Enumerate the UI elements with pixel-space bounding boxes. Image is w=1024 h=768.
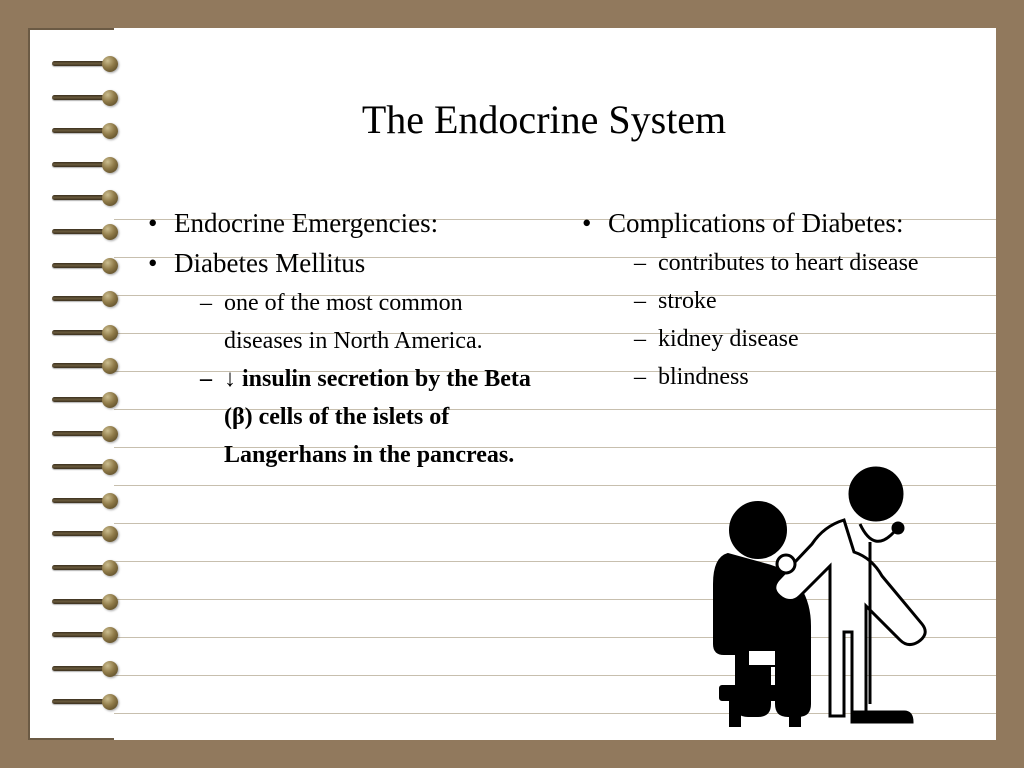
bullet-diabetes-mellitus: Diabetes Mellitus one of the most common… xyxy=(148,244,546,474)
bullet-text: Endocrine Emergencies: xyxy=(174,208,438,238)
binding-ring xyxy=(48,552,128,584)
sub-bullet-text: blindness xyxy=(658,364,749,390)
binding-ring xyxy=(48,586,128,618)
bullet-complications: Complications of Diabetes: contributes t… xyxy=(582,204,980,396)
binding-ring xyxy=(48,317,128,349)
right-column: Complications of Diabetes: contributes t… xyxy=(582,204,980,476)
sub-bullet: kidney disease xyxy=(634,320,980,358)
binding-ring xyxy=(48,250,128,282)
bullet-endocrine-emergencies: Endocrine Emergencies: xyxy=(148,204,546,242)
binding-ring xyxy=(48,485,128,517)
binding-ring xyxy=(48,418,128,450)
binding-ring xyxy=(48,619,128,651)
binding-ring xyxy=(48,451,128,483)
binding-ring xyxy=(48,384,128,416)
binding-ring xyxy=(48,518,128,550)
binding-ring xyxy=(48,283,128,315)
sub-bullet: stroke xyxy=(634,282,980,320)
binding-ring xyxy=(48,653,128,685)
binding-ring xyxy=(48,216,128,248)
spiral-binding xyxy=(48,48,128,720)
binding-ring xyxy=(48,149,128,181)
binding-ring xyxy=(48,350,128,382)
sub-bullet-text: stroke xyxy=(658,288,717,314)
binding-ring xyxy=(48,48,128,80)
slide-title: The Endocrine System xyxy=(114,96,974,143)
sub-bullet: ↓ insulin secretion by the Beta (β) cell… xyxy=(200,360,546,474)
left-column: Endocrine Emergencies: Diabetes Mellitus… xyxy=(148,204,546,476)
bullet-text: Diabetes Mellitus xyxy=(174,248,365,278)
binding-ring xyxy=(48,182,128,214)
sub-bullet-text: contributes to heart disease xyxy=(658,250,919,276)
binding-ring xyxy=(48,686,128,718)
sub-bullet: blindness xyxy=(634,358,980,396)
sub-bullet-text: kidney disease xyxy=(658,326,799,352)
doctor-examining-patient-icon xyxy=(662,454,962,734)
notepad-frame: The Endocrine System Endocrine Emergenci… xyxy=(28,28,996,740)
sub-bullet: contributes to heart disease xyxy=(634,244,980,282)
sub-bullet-text: one of the most common diseases in North… xyxy=(224,290,483,354)
content-columns: Endocrine Emergencies: Diabetes Mellitus… xyxy=(148,204,980,476)
bullet-text: Complications of Diabetes: xyxy=(608,208,903,238)
sub-bullet-text: ↓ insulin secretion by the Beta (β) cell… xyxy=(224,366,531,468)
sub-bullet: one of the most common diseases in North… xyxy=(200,284,546,360)
